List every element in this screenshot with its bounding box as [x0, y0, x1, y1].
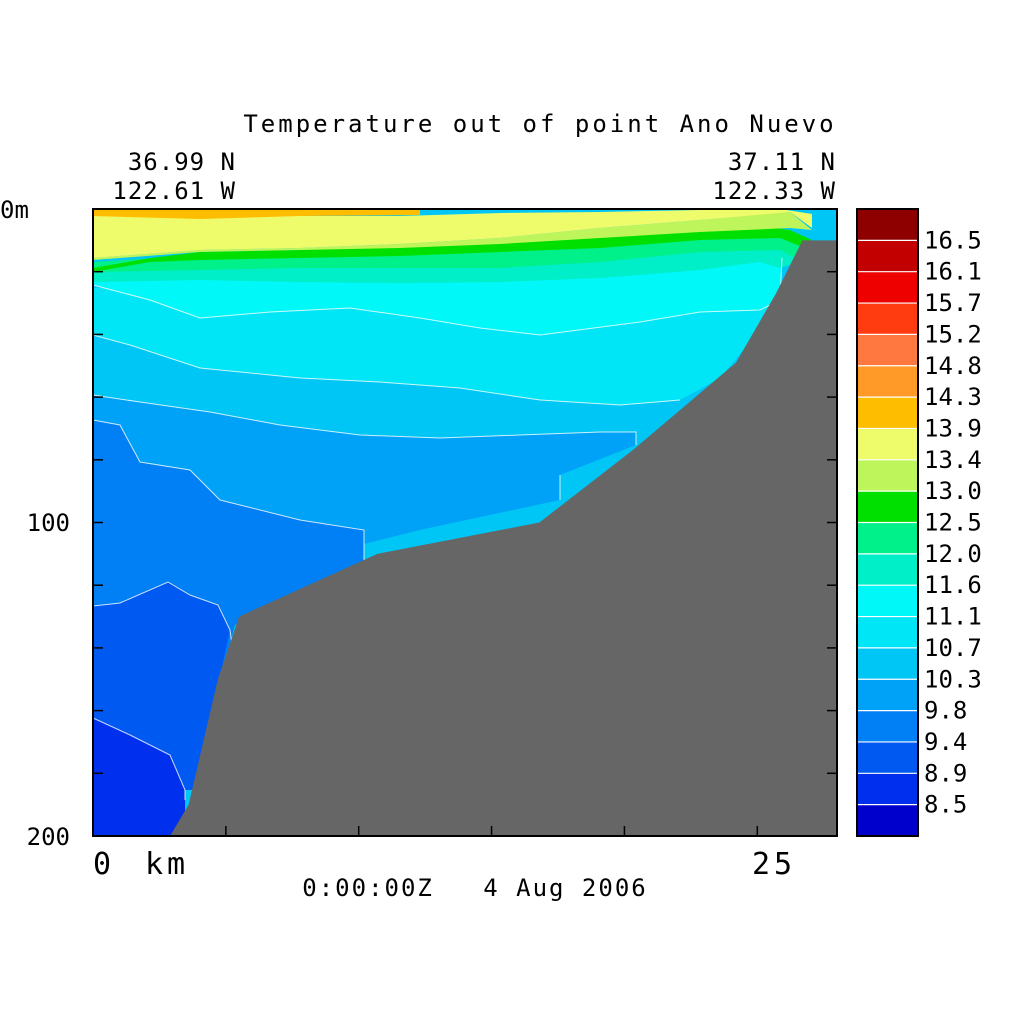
contour-line-2	[92, 394, 637, 445]
colorbar-label-7: 13.4	[924, 446, 982, 474]
colorbar-swatch-19	[857, 804, 918, 837]
start-latitude: 36.99 N	[128, 148, 236, 176]
contour-line-6	[92, 257, 783, 336]
y-tick-label-0: 0m	[0, 196, 29, 224]
colorbar-label-11: 11.6	[924, 571, 982, 599]
start-longitude: 122.61 W	[112, 177, 236, 205]
colorbar-swatch-11	[857, 553, 918, 586]
colorbar-label-9: 12.5	[924, 509, 982, 537]
colorbar-label-1: 16.1	[924, 258, 982, 286]
colorbar-label-17: 8.9	[924, 759, 967, 787]
end-longitude: 122.33 W	[712, 177, 836, 205]
colorbar-label-0: 16.5	[924, 226, 982, 254]
plot-area	[92, 208, 838, 837]
colorbar-label-2: 15.7	[924, 289, 982, 317]
chart-title: Temperature out of point Ano Nuevo	[243, 110, 836, 138]
colorbar-swatch-13	[857, 616, 918, 649]
colorbar-swatch-14	[857, 647, 918, 680]
x-axis-unit-label: km	[145, 847, 189, 882]
colorbar-label-12: 11.1	[924, 603, 982, 631]
colorbar-swatch-8	[857, 459, 918, 492]
colorbar-swatch-16	[857, 710, 918, 743]
colorbar-swatch-2	[857, 271, 918, 304]
colorbar-swatch-7	[857, 428, 918, 461]
timestamp-label: 0:00:00Z 4 Aug 2006	[302, 874, 647, 902]
contour-band-8-5	[93, 718, 185, 836]
colorbar-swatch-1	[857, 240, 918, 273]
colorbar-label-18: 8.5	[924, 791, 967, 819]
contour-line-5	[92, 717, 186, 800]
contour-line-4	[92, 581, 233, 646]
y-tick-label-200: 200	[27, 823, 70, 851]
colorbar-label-16: 9.4	[924, 728, 967, 756]
x-tick-label-0: 0	[93, 847, 115, 882]
colorbar-swatch-5	[857, 365, 918, 398]
colorbar-swatch-18	[857, 773, 918, 806]
colorbar-swatch-15	[857, 679, 918, 712]
colorbar-swatch-9	[857, 491, 918, 523]
colorbar-label-13: 10.7	[924, 634, 982, 662]
contour-line-1	[92, 334, 681, 406]
contour-band-13-9	[93, 209, 420, 219]
colorbar-swatch-3	[857, 303, 918, 335]
contour-band-13-0	[93, 212, 812, 260]
y-axis-ticks	[93, 270, 837, 775]
x-axis-ticks	[225, 826, 759, 836]
colorbar-label-14: 10.3	[924, 665, 982, 693]
colorbar-frame	[856, 208, 919, 837]
colorbar-label-15: 9.8	[924, 697, 967, 725]
contour-lines	[92, 257, 783, 800]
ocean-bottom-terrain	[170, 240, 838, 837]
colorbar-swatch-6	[857, 397, 918, 429]
colorbar-label-6: 13.9	[924, 414, 982, 442]
contour-band-13-4	[93, 209, 812, 258]
end-latitude: 37.11 N	[728, 148, 836, 176]
colorbar: 16.5 16.1 15.7 15.2 14.8 14.3 13.9 13.4 13.0 12.5…	[856, 208, 982, 837]
colorbar-label-8: 13.0	[924, 477, 982, 505]
colorbar-swatch-17	[857, 741, 918, 774]
colorbar-swatch-12	[857, 585, 918, 618]
colorbar-label-4: 14.8	[924, 352, 982, 380]
contour-band-12-5	[93, 226, 812, 272]
x-tick-label-25: 25	[752, 847, 796, 882]
colorbar-label-3: 15.2	[924, 320, 982, 348]
y-tick-label-100: 100	[27, 509, 70, 537]
colorbar-label-10: 12.0	[924, 540, 982, 568]
contour-line-3	[92, 419, 365, 570]
colorbar-swatch-4	[857, 334, 918, 367]
colorbar-swatch-0	[857, 209, 918, 241]
colorbar-swatch-10	[857, 522, 918, 555]
colorbar-label-5: 14.3	[924, 383, 982, 411]
